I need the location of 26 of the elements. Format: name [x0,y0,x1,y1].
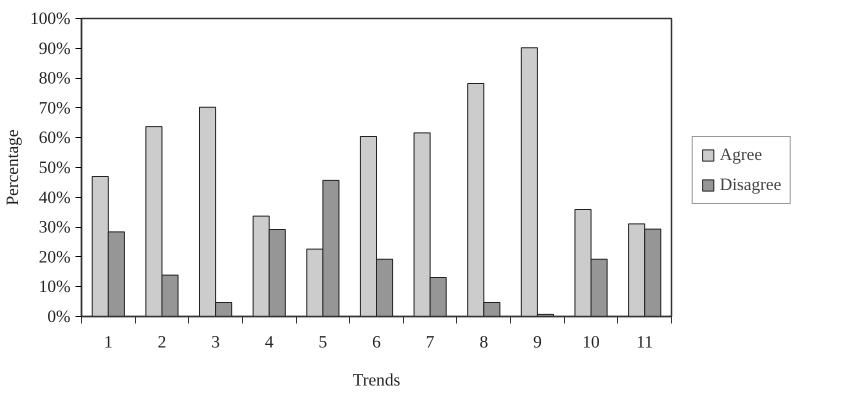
y-tick-label: 100% [30,9,71,28]
x-tick-label: 2 [158,332,166,352]
x-tick-label: 9 [533,332,542,352]
y-axis-title: Percentage [3,129,22,206]
x-tick-label: 7 [426,332,435,352]
legend-label: Agree [720,145,762,165]
y-tick-label: 50% [38,158,71,177]
y-tick-label: 60% [38,128,71,148]
x-tick-label: 4 [264,332,274,352]
y-tick-label: 20% [38,247,71,266]
x-tick-label: 5 [318,332,328,352]
y-tick-label: 10% [38,277,71,296]
x-tick-label: 11 [636,332,654,352]
y-tick-label: 70% [38,98,71,118]
y-tick-label: 40% [38,188,71,207]
y-tick-label: 80% [38,68,71,88]
x-tick-label: 3 [211,332,220,352]
x-tick-label: 10 [582,332,600,352]
y-tick-label: 30% [38,218,71,237]
x-tick-label: 8 [479,332,488,352]
y-tick-label: 90% [38,38,71,58]
x-axis-title: Trends [352,370,401,390]
y-tick-label: 0% [47,307,71,326]
legend-label: Disagree [720,175,782,195]
x-tick-label: 6 [372,332,382,352]
x-tick-label: 1 [104,332,113,352]
